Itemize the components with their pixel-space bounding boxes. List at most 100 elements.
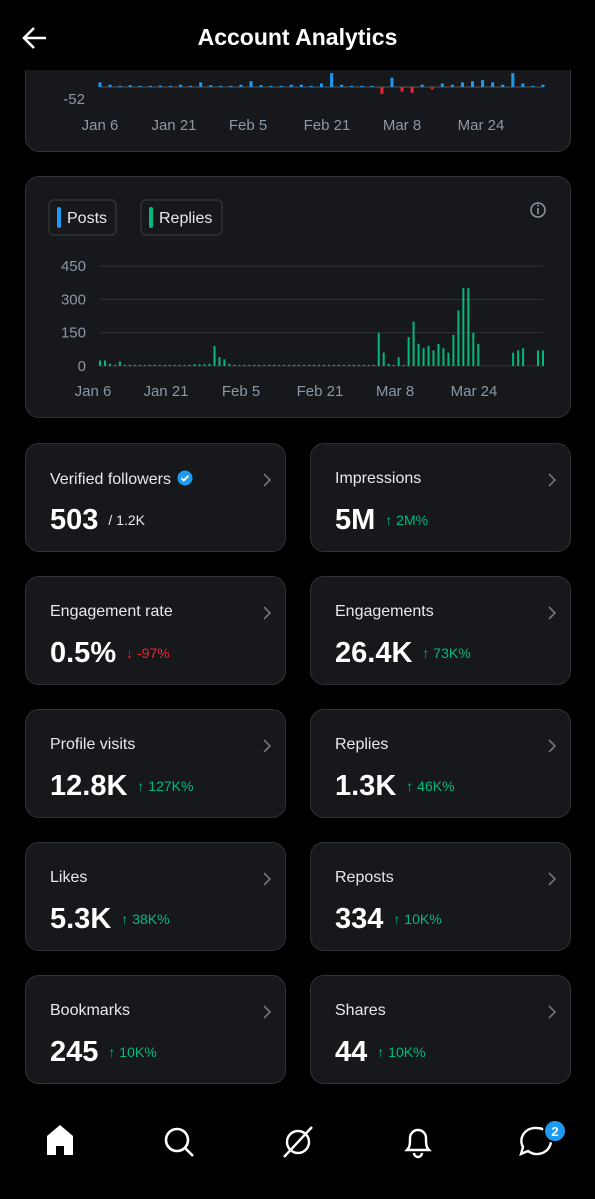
bar: [339, 84, 343, 87]
x-tick-label: Jan 21: [151, 117, 196, 134]
bar: [357, 364, 360, 366]
metric-number: 1.3K: [335, 770, 397, 802]
bar: [412, 321, 415, 366]
bar: [183, 364, 186, 366]
metric-label: Verified followers: [50, 470, 193, 489]
bar: [466, 287, 469, 366]
bar: [456, 309, 459, 366]
grok-icon[interactable]: [285, 1129, 311, 1155]
bar: [450, 84, 454, 87]
info-icon: [536, 204, 539, 206]
bar: [516, 349, 519, 366]
bar: [123, 364, 126, 366]
bar: [203, 363, 206, 366]
metric-change: ↑ 73K%: [422, 645, 471, 661]
metric-change: ↑ 10K%: [393, 911, 442, 927]
y-tick-label: 300: [60, 291, 85, 308]
bar: [441, 347, 444, 366]
bar: [382, 352, 385, 366]
bar: [212, 345, 215, 366]
bar: [98, 359, 101, 366]
bar: [198, 81, 202, 87]
metric-card[interactable]: Profile visits 12.8K ↑ 127K%: [25, 709, 286, 818]
bar: [530, 85, 534, 87]
metric-number: 503: [50, 504, 99, 536]
chevron: [263, 1005, 272, 1019]
metric-value: 0.5% ↓ -97%: [50, 637, 170, 670]
metric-number: 44: [335, 1036, 368, 1068]
x-tick-label: Mar 24: [457, 117, 504, 134]
bar: [98, 81, 101, 87]
bar: [500, 84, 504, 87]
bar: [327, 364, 330, 366]
title: Account Analytics: [197, 24, 398, 50]
metric-value: 245 ↑ 10K%: [50, 1036, 157, 1069]
metric-number: 0.5%: [50, 637, 117, 669]
metric-value: 1.3K ↑ 46K%: [335, 770, 455, 803]
metric-card[interactable]: Reposts 334 ↑ 10K%: [310, 842, 571, 951]
bar: [163, 364, 166, 366]
metric-card[interactable]: Engagements 26.4K ↑ 73K%: [310, 576, 571, 685]
bar: [407, 336, 410, 366]
y-tick-label: -52: [63, 91, 85, 108]
bar: [379, 86, 383, 94]
bar: [108, 363, 111, 366]
chevron: [263, 473, 272, 487]
bar: [168, 85, 172, 87]
metric-card[interactable]: Impressions 5M ↑ 2M%: [310, 443, 571, 552]
metric-card[interactable]: Likes 5.3K ↑ 38K%: [25, 842, 286, 951]
chevron: [548, 739, 557, 753]
bar: [138, 85, 142, 87]
bar: [387, 363, 390, 366]
x-tick-label: Jan 6: [81, 117, 118, 134]
chevron: [548, 473, 557, 487]
back-button[interactable]: [22, 26, 48, 50]
metric-card[interactable]: Bookmarks 245 ↑ 10K%: [25, 975, 286, 1084]
metric-number: 5.3K: [50, 903, 112, 935]
activity-chart-card: Posts Replies 0 150 300 450 Jan 6 Jan 21 Feb 5 Fe…: [25, 176, 571, 418]
bar: [490, 81, 494, 87]
bar: [222, 358, 225, 366]
bar: [307, 364, 310, 366]
bar: [329, 72, 333, 87]
chevron: [263, 739, 272, 753]
chevron: [263, 872, 272, 886]
notifications-icon[interactable]: [404, 1128, 432, 1159]
bar: [217, 356, 220, 366]
top-chart: -52 Jan 6 Jan 21 Feb 5 Feb 21 Mar 8 Mar 24: [63, 72, 544, 134]
metric-change: ↓ -97%: [126, 645, 170, 661]
bar: [417, 343, 420, 366]
bar: [359, 85, 363, 87]
search-icon[interactable]: [164, 1127, 190, 1153]
bar: [242, 364, 245, 366]
bar: [168, 364, 171, 366]
bar: [332, 364, 335, 366]
metric-card[interactable]: Replies 1.3K ↑ 46K%: [310, 709, 571, 818]
x-tick-label: Feb 21: [303, 117, 350, 134]
x-tick-label: Feb 5: [228, 117, 266, 134]
metric-card[interactable]: Shares 44 ↑ 10K%: [310, 975, 571, 1084]
metric-card[interactable]: Verified followers 503 / 1.2K: [25, 443, 286, 552]
metric-card[interactable]: Engagement rate 0.5% ↓ -97%: [25, 576, 286, 685]
metric-value: 12.8K ↑ 127K%: [50, 770, 193, 803]
legend-button: [47, 198, 117, 236]
x-tick-label: Jan 6: [74, 383, 111, 400]
metric-value: 334 ↑ 10K%: [335, 903, 442, 936]
bar: [103, 359, 106, 366]
bar: [272, 364, 275, 366]
metric-value: 44 ↑ 10K%: [335, 1036, 426, 1069]
home-icon[interactable]: [47, 1125, 73, 1155]
bar: [410, 86, 414, 93]
metric-number: 26.4K: [335, 637, 413, 669]
info-icon[interactable]: [529, 201, 546, 218]
legend-label: Posts: [67, 210, 107, 227]
chevron: [548, 872, 557, 886]
bar: [158, 364, 161, 366]
bar: [148, 85, 152, 87]
bar: [113, 364, 116, 366]
metric-number: 245: [50, 1036, 99, 1068]
bar: [158, 85, 162, 87]
bar: [392, 364, 395, 366]
bar: [153, 364, 156, 366]
x-tick-label: Mar 24: [450, 383, 497, 400]
